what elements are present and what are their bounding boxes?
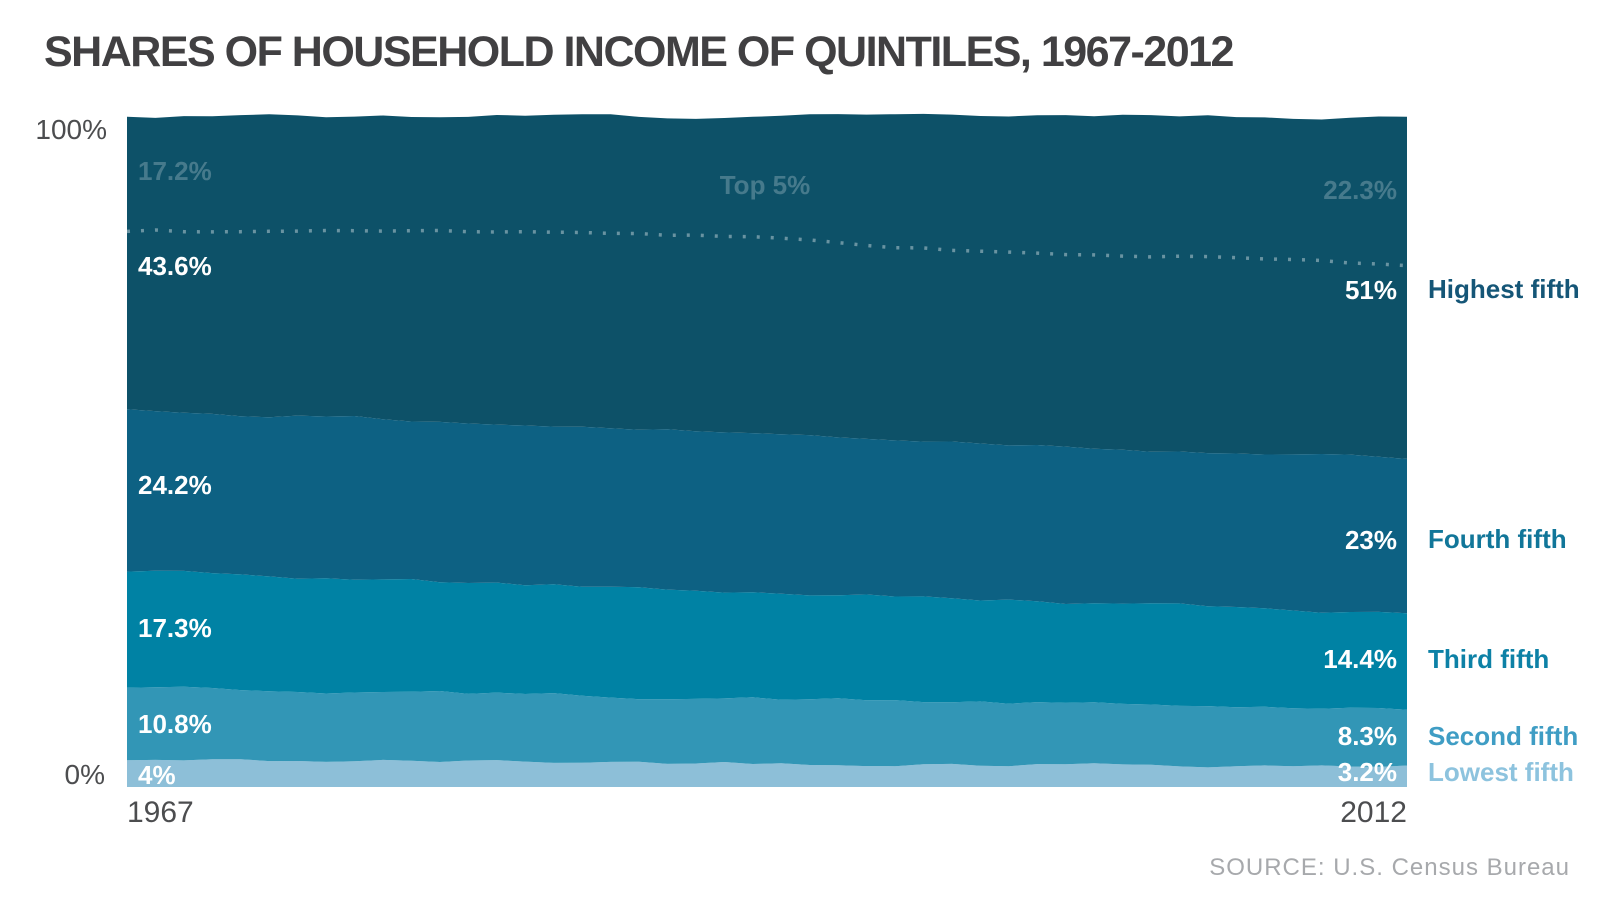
source-credit: SOURCE: U.S. Census Bureau xyxy=(1209,854,1570,881)
area-second-fifth xyxy=(127,686,1407,768)
page-title: SHARES OF HOUSEHOLD INCOME OF QUINTILES,… xyxy=(44,28,1234,76)
top5-line-label: Top 5% xyxy=(719,170,811,200)
third-fifth-end-value: 14.4% xyxy=(1323,644,1397,674)
lowest-fifth-end-value: 3.2% xyxy=(1337,757,1397,787)
fourth-fifth-end-value: 23% xyxy=(1344,525,1397,555)
x-axis-tick-2012: 2012 xyxy=(1340,796,1407,829)
legend-fourth-fifth: Fourth fifth xyxy=(1428,524,1567,554)
area-highest-fifth xyxy=(127,113,1407,459)
legend-second-fifth: Second fifth xyxy=(1428,721,1579,751)
lowest-fifth-start-value: 4% xyxy=(138,760,176,790)
legend-highest-fifth: Highest fifth xyxy=(1428,274,1580,304)
area-lowest-fifth xyxy=(127,759,1407,787)
x-axis-tick-1967: 1967 xyxy=(127,796,194,829)
top5-end-value: 22.3% xyxy=(1323,175,1397,205)
area-third-fifth xyxy=(127,570,1407,710)
fourth-fifth-start-value: 24.2% xyxy=(138,470,212,500)
top5-start-value: 17.2% xyxy=(138,156,212,186)
third-fifth-start-value: 17.3% xyxy=(138,613,212,643)
second-fifth-start-value: 10.8% xyxy=(138,709,212,739)
y-axis-tick-0: 0% xyxy=(64,759,105,790)
legend-third-fifth: Third fifth xyxy=(1428,644,1550,674)
area-fourth-fifth xyxy=(127,409,1407,614)
highest-fifth-end-value: 51% xyxy=(1344,275,1397,305)
legend-lowest-fifth: Lowest fifth xyxy=(1428,757,1574,787)
second-fifth-end-value: 8.3% xyxy=(1337,721,1397,751)
y-axis-tick-100: 100% xyxy=(35,114,107,145)
highest-fifth-start-value: 43.6% xyxy=(138,251,212,281)
